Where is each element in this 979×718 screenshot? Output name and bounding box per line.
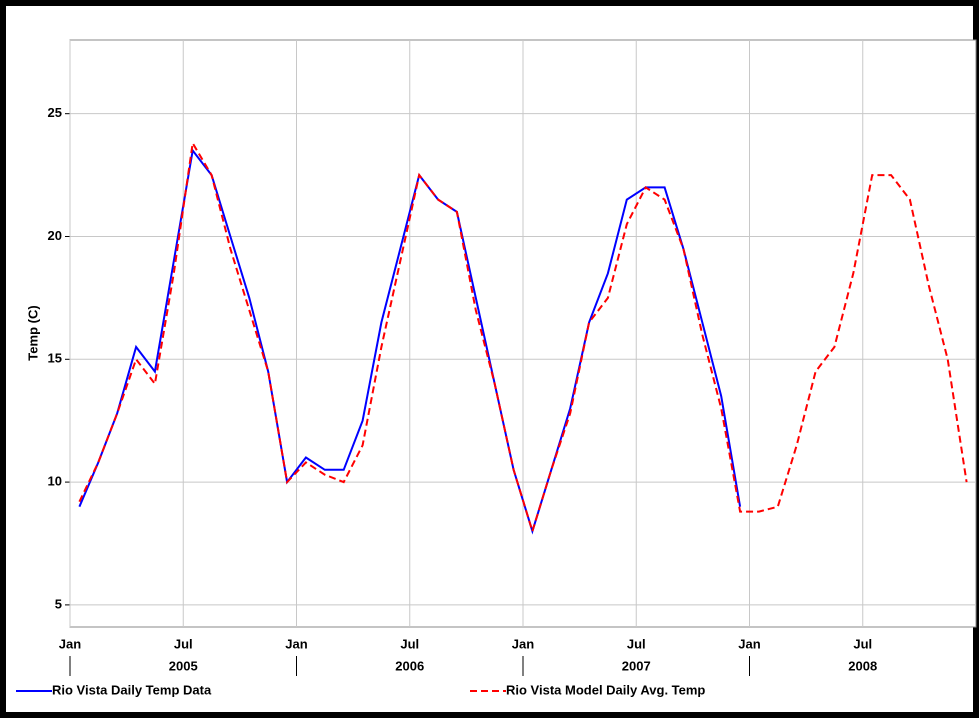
y-tick-label: 20 (48, 228, 62, 243)
year-label: 2007 (622, 658, 651, 673)
x-tick-label: Jul (400, 636, 419, 651)
legend-label: Rio Vista Daily Temp Data (52, 682, 212, 697)
y-axis-title: Temp (C) (25, 305, 40, 360)
x-tick-label: Jan (59, 636, 81, 651)
y-tick-label: 15 (48, 351, 62, 366)
year-label: 2005 (169, 658, 198, 673)
legend-label: Rio Vista Model Daily Avg. Temp (506, 682, 705, 697)
y-tick-label: 5 (55, 596, 62, 611)
x-tick-label: Jan (738, 636, 760, 651)
y-tick-label: 10 (48, 474, 62, 489)
x-tick-label: Jan (285, 636, 307, 651)
year-label: 2006 (395, 658, 424, 673)
series-line (78, 140, 968, 535)
x-tick-label: Jan (512, 636, 534, 651)
year-label: 2008 (848, 658, 877, 673)
x-tick-label: Jul (853, 636, 872, 651)
x-tick-label: Jul (174, 636, 193, 651)
x-tick-label: Jul (627, 636, 646, 651)
y-tick-label: 25 (48, 105, 62, 120)
